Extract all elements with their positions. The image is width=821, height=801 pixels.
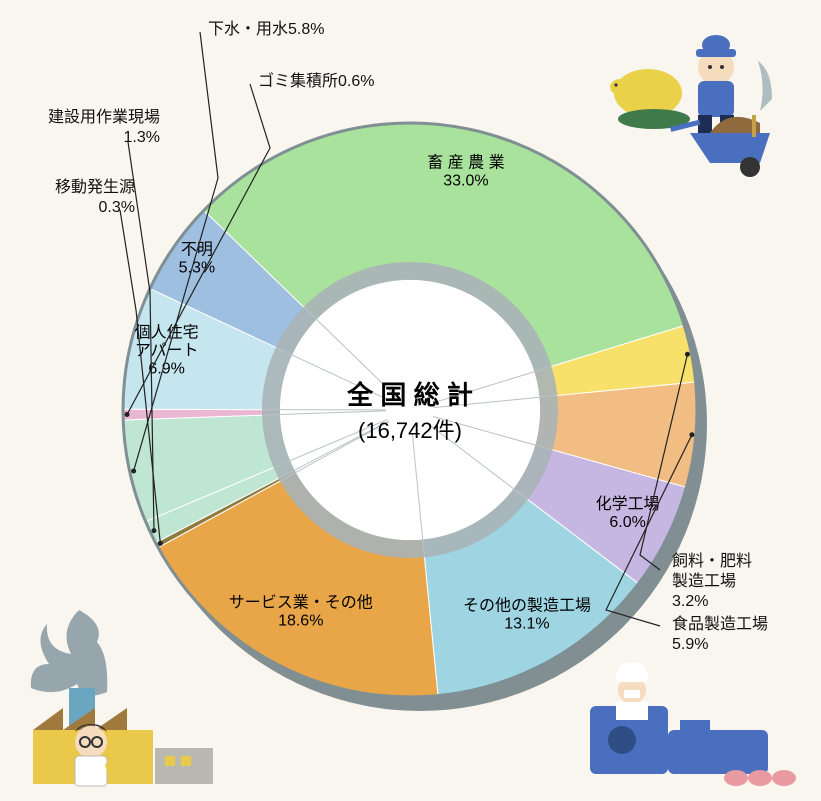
- external-label: 飼料・肥料製造工場3.2%: [672, 552, 752, 612]
- external-label: 食品製造工場5.9%: [672, 615, 768, 655]
- external-label: 下水・用水5.8%: [208, 20, 324, 40]
- external-label: 移動発生源0.3%: [0, 178, 135, 218]
- external-label: 建設用作業現場1.3%: [0, 108, 160, 148]
- center-subtitle: (16,742件): [358, 418, 462, 443]
- factory-illustration: [15, 600, 230, 790]
- center-title: 全 国 総 計: [346, 380, 473, 410]
- external-label: ゴミ集積所0.6%: [258, 72, 374, 92]
- slice-label: 不明5.3%: [179, 241, 215, 276]
- food-machine-illustration: [580, 660, 810, 795]
- farmer-illustration: [600, 15, 800, 185]
